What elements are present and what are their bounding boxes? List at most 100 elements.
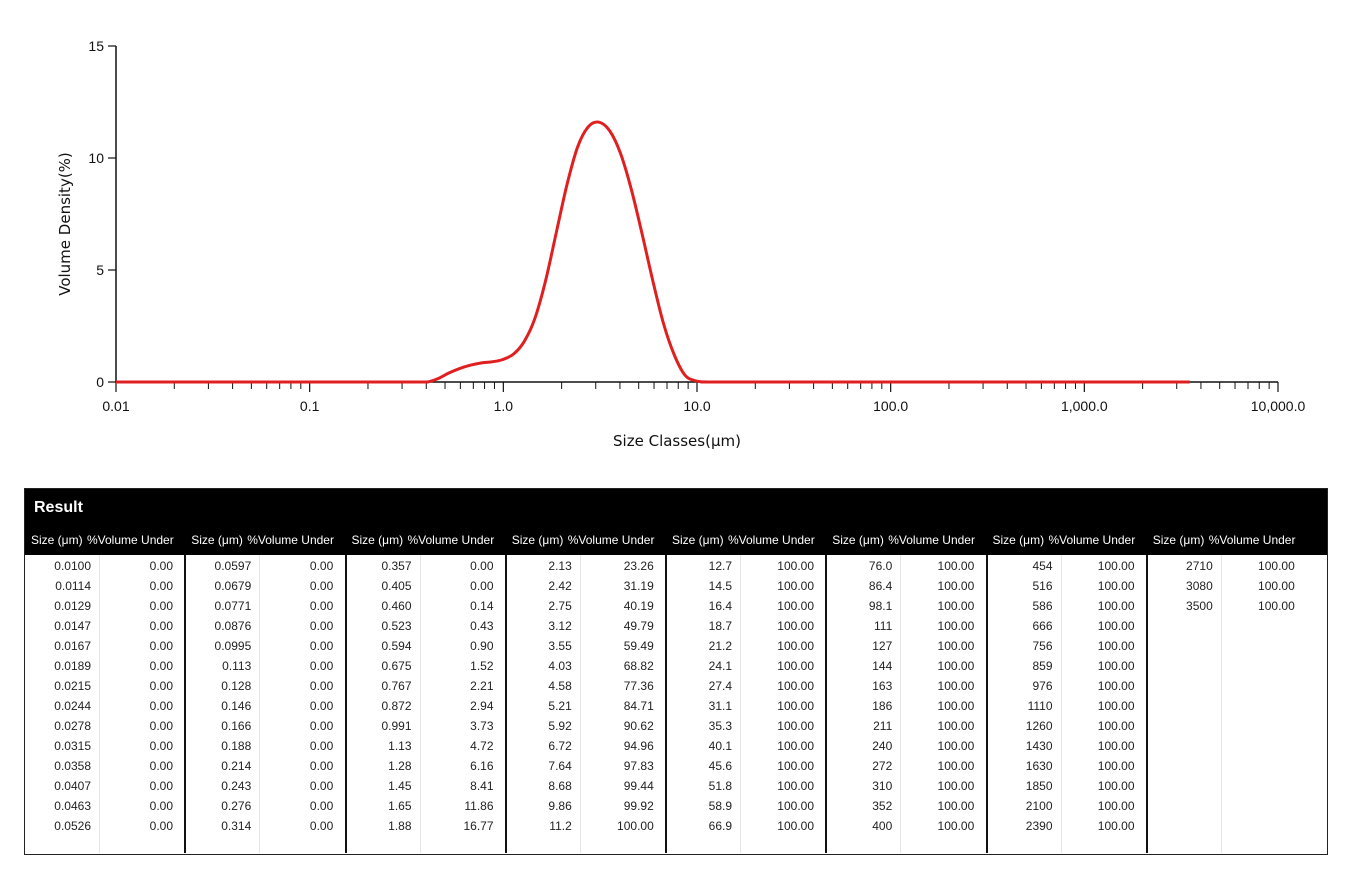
size-cell: 0.0215 bbox=[54, 679, 91, 693]
volume-under-cell: 0.00 bbox=[309, 759, 334, 773]
volume-under-cell: 40.19 bbox=[623, 599, 654, 613]
size-cell: 0.146 bbox=[221, 699, 252, 713]
volume-under-cell: 0.00 bbox=[149, 679, 173, 693]
volume-under-cell: 0.00 bbox=[149, 619, 173, 633]
volume-under-cell: 100.00 bbox=[1258, 579, 1295, 593]
x-tick-label: 10,000.0 bbox=[1251, 398, 1306, 414]
size-cell: 1110 bbox=[1027, 699, 1053, 713]
volume-under-cell: 100.00 bbox=[1097, 659, 1135, 673]
size-cell: 0.872 bbox=[381, 699, 412, 713]
group-divider bbox=[184, 555, 187, 853]
column-divider bbox=[1220, 555, 1222, 853]
size-cell: 3500 bbox=[1186, 599, 1213, 613]
size-cell: 0.188 bbox=[221, 739, 252, 753]
size-cell: 2.13 bbox=[548, 559, 572, 573]
volume-under-cell: 94.96 bbox=[623, 739, 654, 753]
volume-under-cell: 100.00 bbox=[1258, 559, 1295, 573]
volume-under-cell: 100.00 bbox=[777, 679, 814, 693]
size-cell: 586 bbox=[1032, 599, 1053, 613]
size-cell: 51.8 bbox=[708, 779, 732, 793]
size-cell: 3080 bbox=[1186, 579, 1213, 593]
volume-under-cell: 0.00 bbox=[470, 559, 494, 573]
chart-ticks: 0 5 10 15 0.01 0.1 1.0 10.0 100.0 1,000.0 10,000.0 bbox=[88, 38, 1305, 414]
size-cell: 12.7 bbox=[708, 559, 732, 573]
y-axis-label: Volume Density(%) bbox=[56, 152, 74, 296]
volume-under-cell: 100.00 bbox=[1097, 559, 1135, 573]
size-cell: 0.214 bbox=[221, 759, 252, 773]
volume-under-cell: 0.00 bbox=[309, 599, 334, 613]
size-cell: 1.28 bbox=[388, 759, 412, 773]
volume-under-cell: 2.21 bbox=[470, 679, 494, 693]
size-cell: 0.166 bbox=[221, 719, 252, 733]
size-cell: 0.0407 bbox=[54, 779, 91, 793]
volume-under-cell: 100.00 bbox=[937, 759, 975, 773]
volume-under-cell: 100.00 bbox=[1097, 739, 1135, 753]
x-tick-label: 1,000.0 bbox=[1061, 398, 1108, 414]
size-cell: 98.1 bbox=[868, 599, 893, 613]
group-divider bbox=[504, 555, 507, 853]
volume-under-cell: 0.00 bbox=[309, 679, 334, 693]
x-axis-label: Size Classes(μm) bbox=[613, 432, 741, 450]
size-column-header: Size (μm) bbox=[992, 533, 1045, 547]
size-cell: 352 bbox=[872, 799, 893, 813]
size-cell: 86.4 bbox=[868, 579, 893, 593]
volume-density-chart: 0 5 10 15 0.01 0.1 1.0 10.0 100.0 1,000.0 10,000.0… bbox=[56, 38, 1305, 450]
volume-under-cell: 100.00 bbox=[1097, 619, 1135, 633]
result-title: Result bbox=[34, 499, 83, 516]
size-cell: 0.0597 bbox=[214, 559, 252, 573]
size-cell: 27.4 bbox=[708, 679, 732, 693]
size-cell: 58.9 bbox=[708, 799, 732, 813]
volume-under-cell: 100.00 bbox=[777, 759, 814, 773]
size-cell: 310 bbox=[872, 779, 893, 793]
volume-under-cell: 100.00 bbox=[617, 819, 654, 833]
size-cell: 0.767 bbox=[381, 679, 412, 693]
volume-under-cell: 0.00 bbox=[309, 559, 334, 573]
volume-under-cell: 100.00 bbox=[777, 599, 814, 613]
size-cell: 0.460 bbox=[381, 599, 412, 613]
size-cell: 66.9 bbox=[708, 819, 732, 833]
volume-under-cell: 0.00 bbox=[149, 719, 173, 733]
volume-under-cell: 100.00 bbox=[1097, 779, 1135, 793]
volume-under-cell: 99.92 bbox=[623, 799, 654, 813]
volume-under-cell: 100.00 bbox=[1097, 599, 1135, 613]
volume-under-cell: 11.86 bbox=[464, 799, 494, 813]
size-cell: 4.58 bbox=[548, 679, 572, 693]
size-cell: 40.1 bbox=[708, 739, 732, 753]
group-divider bbox=[1145, 555, 1148, 853]
group-divider bbox=[344, 555, 347, 853]
size-cell: 0.0114 bbox=[55, 579, 91, 593]
size-cell: 2.75 bbox=[548, 599, 572, 613]
size-cell: 0.0679 bbox=[214, 579, 252, 593]
size-cell: 45.6 bbox=[708, 759, 732, 773]
size-cell: 1.45 bbox=[388, 779, 412, 793]
size-column-header: Size (μm) bbox=[511, 533, 564, 547]
size-cell: 756 bbox=[1032, 639, 1053, 653]
size-cell: 0.0315 bbox=[54, 739, 91, 753]
volume-under-cell: 0.00 bbox=[149, 759, 173, 773]
volume-under-cell: 100.00 bbox=[937, 739, 975, 753]
x-tick-label: 0.1 bbox=[300, 398, 320, 414]
size-cell: 1.13 bbox=[388, 739, 412, 753]
volume-under-cell: 0.00 bbox=[149, 739, 173, 753]
volume-under-cell: 0.00 bbox=[309, 699, 334, 713]
size-cell: 0.357 bbox=[381, 559, 412, 573]
size-cell: 0.0129 bbox=[54, 599, 91, 613]
size-cell: 5.92 bbox=[548, 719, 572, 733]
volume-under-column-header: %Volume Under bbox=[247, 533, 334, 547]
volume-under-cell: 0.00 bbox=[309, 719, 334, 733]
size-cell: 0.0244 bbox=[54, 699, 91, 713]
size-cell: 16.4 bbox=[708, 599, 732, 613]
group-divider bbox=[665, 555, 667, 853]
volume-under-column-header: %Volume Under bbox=[567, 533, 655, 547]
size-cell: 1630 bbox=[1025, 759, 1053, 773]
volume-under-cell: 2.94 bbox=[470, 699, 494, 713]
size-cell: 2100 bbox=[1025, 799, 1053, 813]
volume-density-curve bbox=[116, 120, 1190, 384]
size-cell: 0.405 bbox=[381, 579, 412, 593]
volume-under-cell: 99.44 bbox=[623, 779, 654, 793]
volume-under-cell: 100.00 bbox=[937, 599, 975, 613]
size-cell: 24.1 bbox=[708, 659, 732, 673]
size-cell: 31.1 bbox=[708, 699, 732, 713]
volume-under-cell: 100.00 bbox=[937, 779, 975, 793]
volume-under-cell: 0.43 bbox=[470, 619, 494, 633]
